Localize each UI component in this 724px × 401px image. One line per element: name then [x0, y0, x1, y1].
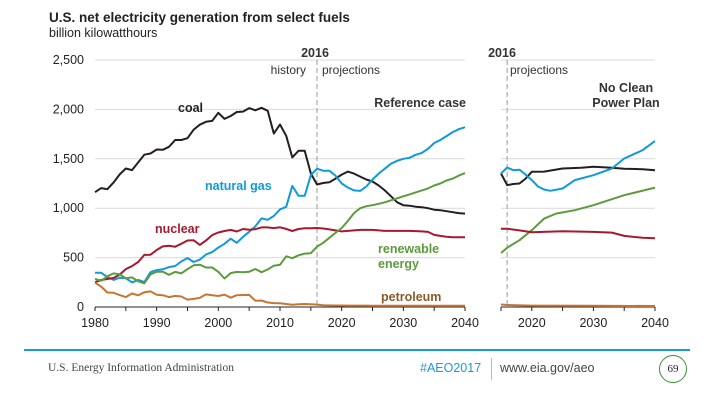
petroleum-label: petroleum [381, 290, 441, 304]
chart-svg: 1980 1990 2000 2010 2020 2030 2040 0 500 1,000 1,5… [53, 46, 669, 330]
natural-gas-line [95, 126, 466, 284]
x-tick-label: 2030 [579, 316, 607, 330]
petroleum-line [500, 303, 656, 307]
no-cpp-label-2: Power Plan [592, 96, 659, 110]
x-tick-label: 2020 [518, 316, 546, 330]
petroleum-line [94, 281, 465, 307]
natural-gas-label: natural gas [205, 179, 272, 193]
footer-hashtag: #AEO2017 [420, 361, 482, 375]
renewable-label-2: energy [378, 257, 419, 271]
y-tick-label: 1,500 [53, 152, 84, 166]
x-tick-label: 1980 [81, 316, 109, 330]
coal-line [500, 165, 656, 187]
footer-separator [491, 358, 492, 380]
x-tick-label: 2020 [328, 316, 356, 330]
renewable-line [94, 172, 466, 285]
x-tick-label: 2030 [389, 316, 417, 330]
chart-title: U.S. net electricity generation from sel… [49, 10, 350, 25]
history-label: history [271, 63, 306, 77]
x-tick-label: 2040 [451, 316, 479, 330]
year-2016-label: 2016 [301, 46, 329, 60]
footer-divider-line [24, 349, 690, 351]
footer-org: U.S. Energy Information Administration [48, 362, 235, 374]
x-tick-label: 1990 [143, 316, 171, 330]
no-cpp-label-1: No Clean [599, 81, 653, 95]
x-tick-label: 2010 [266, 316, 294, 330]
y-tick-label: 1,000 [53, 201, 84, 215]
x-tick-label: 2040 [641, 316, 669, 330]
page-number: 69 [659, 355, 687, 383]
footer-url[interactable]: www.eia.gov/aeo [500, 361, 595, 375]
nuclear-label: nuclear [155, 222, 200, 236]
year-2016-label-right: 2016 [488, 46, 516, 60]
nuclear-line [94, 226, 465, 284]
renewable-line [500, 186, 656, 254]
projections-label: projections [322, 63, 380, 77]
natural-gas-line [500, 140, 656, 192]
x-tick-label: 2000 [204, 316, 232, 330]
renewable-label-1: renewable [378, 242, 439, 256]
y-tick-label: 500 [63, 251, 84, 265]
y-tick-label: 2,000 [53, 102, 84, 116]
chart-subtitle: billion kilowatthours [49, 26, 158, 40]
coal-line [94, 106, 466, 215]
coal-label: coal [178, 101, 203, 115]
nuclear-line [501, 227, 656, 240]
reference-case-label: Reference case [374, 96, 466, 110]
y-tick-label: 0 [77, 300, 84, 314]
y-tick-label: 2,500 [53, 53, 84, 67]
projections-label-right: projections [510, 63, 568, 77]
